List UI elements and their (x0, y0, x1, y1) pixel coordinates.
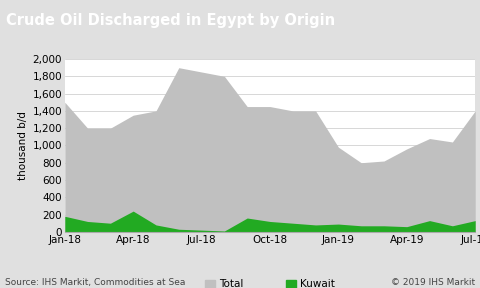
Text: Crude Oil Discharged in Egypt by Origin: Crude Oil Discharged in Egypt by Origin (6, 13, 335, 28)
Legend: Total, Kuwait: Total, Kuwait (201, 275, 339, 288)
Text: © 2019 IHS Markit: © 2019 IHS Markit (391, 278, 475, 287)
Text: Source: IHS Markit, Commodities at Sea: Source: IHS Markit, Commodities at Sea (5, 278, 185, 287)
Y-axis label: thousand b/d: thousand b/d (18, 111, 28, 180)
